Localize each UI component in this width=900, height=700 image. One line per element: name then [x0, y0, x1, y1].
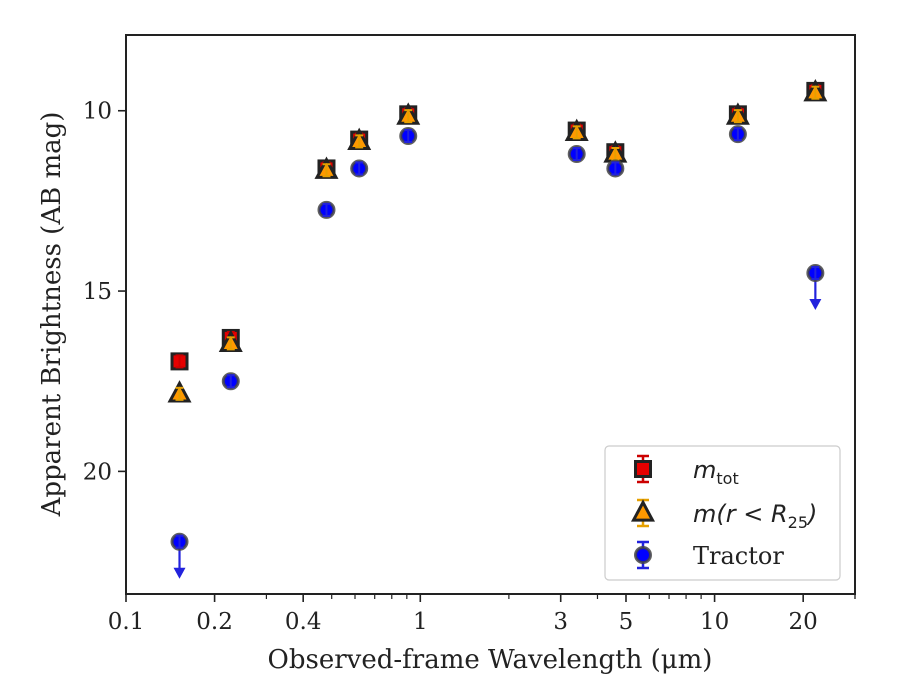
y-axis: 10 15 20 [83, 99, 126, 485]
legend-label: m(r < R25) [693, 500, 817, 532]
x-axis: 0.1 0.2 0.4 1 3 5 10 20 [108, 594, 856, 635]
x-tick-label: 10 [700, 609, 729, 635]
legend-box [604, 445, 841, 581]
legend-marker [634, 546, 652, 564]
x-tick-label: 1 [413, 609, 428, 635]
legend-marker [630, 499, 656, 522]
data-points [167, 78, 828, 579]
legend-label-tail: ) [806, 500, 817, 528]
legend-label: mtot [693, 456, 739, 488]
x-tick-label: 5 [619, 609, 634, 635]
upper-limit-arrowhead [809, 299, 822, 311]
legend-label-main: m [693, 456, 716, 484]
legend-label-sub: tot [716, 469, 738, 488]
legend-label: Tractor [693, 542, 784, 570]
plot-frame [125, 34, 856, 595]
upper-limit-arrowhead [173, 567, 186, 579]
x-tick-label: 3 [553, 609, 568, 635]
x-axis-title: Observed-frame Wavelength (μm) [268, 645, 713, 675]
y-tick-label: 15 [83, 279, 112, 305]
y-tick-label: 10 [83, 99, 112, 125]
series-2 [170, 125, 825, 579]
legend-label-main: m(r < R [693, 500, 788, 528]
x-tick-label: 0.1 [108, 609, 145, 635]
y-tick-label: 20 [83, 459, 112, 485]
x-tick-label: 20 [789, 609, 818, 635]
legend-label-sub: 25 [788, 513, 808, 532]
legend: mtot m(r < R25) Tractor [604, 445, 841, 581]
x-tick-label: 0.2 [196, 609, 233, 635]
legend-marker [634, 460, 652, 478]
series-1 [167, 78, 828, 403]
series-0 [170, 81, 825, 371]
y-axis-title: Apparent Brightness (AB mag) [37, 112, 67, 518]
x-tick-label: 0.4 [285, 609, 322, 635]
